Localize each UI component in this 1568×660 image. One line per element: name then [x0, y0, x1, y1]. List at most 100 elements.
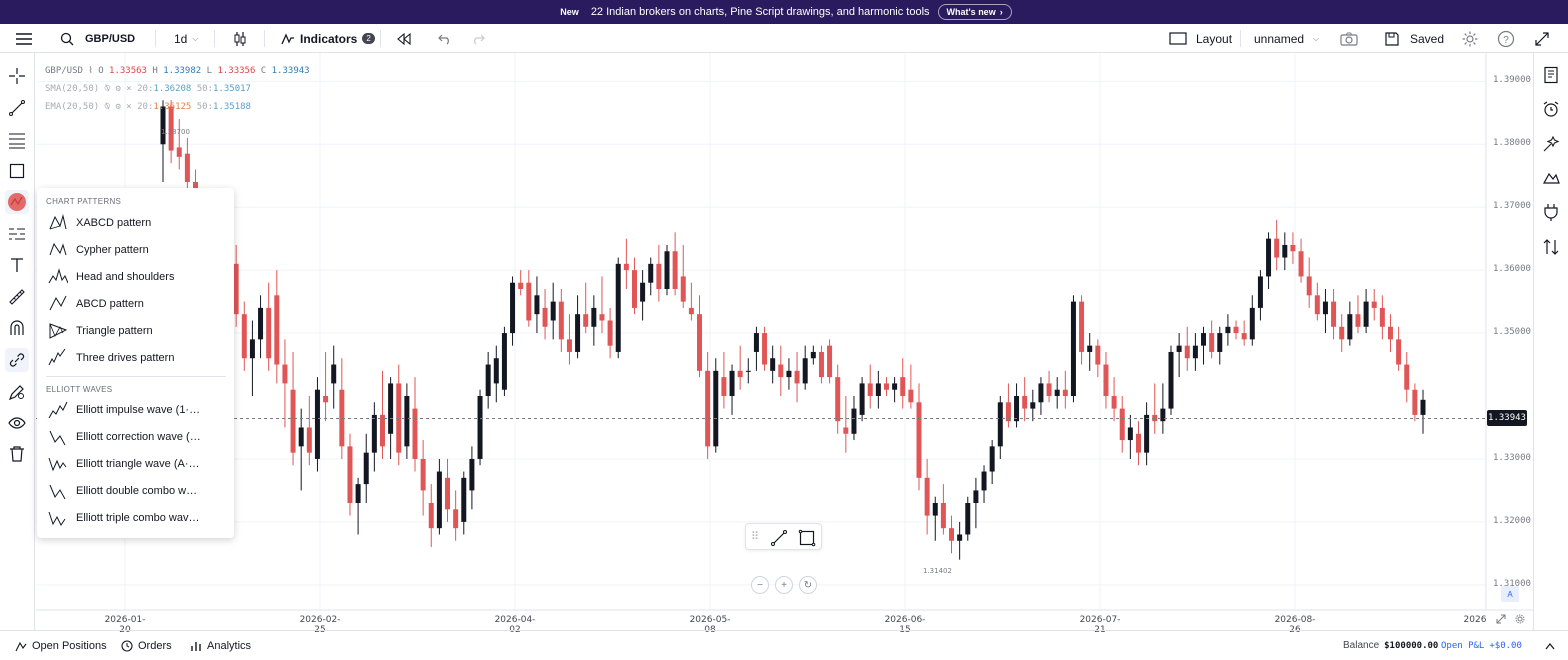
sma-settings-icon[interactable]: ⚙ — [115, 84, 121, 94]
redo-button[interactable] — [471, 24, 485, 53]
candle — [542, 289, 548, 340]
candlestick-chart[interactable] — [36, 53, 1533, 630]
candle — [753, 326, 759, 371]
redo-icon — [474, 34, 485, 44]
fib-tool[interactable] — [5, 128, 29, 152]
ema-legend[interactable]: EMA(20,50) ⍉ ⚙ × 20:1.36125 50:1.35188 — [45, 102, 251, 112]
save-button[interactable]: Saved — [1384, 24, 1444, 53]
menu-item-xabcd[interactable]: XABCD pattern — [37, 210, 234, 236]
remove-drawings-tool[interactable] — [5, 442, 29, 466]
menu-item-elliott-correction[interactable]: Elliott correction wave (A·B·C) — [37, 424, 234, 450]
candle-body — [282, 364, 288, 384]
settings-button[interactable] — [1461, 24, 1479, 53]
undo-button[interactable] — [438, 24, 452, 53]
alarm-clock-icon — [1543, 101, 1559, 117]
candle — [1030, 389, 1036, 422]
ideas-button[interactable] — [1540, 133, 1562, 155]
open-positions-tab[interactable]: Open Positions — [15, 631, 107, 660]
candle — [1192, 333, 1198, 371]
candle-body — [1127, 427, 1133, 441]
candle — [485, 351, 491, 409]
reset-zoom-button[interactable]: ↻ — [799, 576, 817, 594]
candle — [306, 396, 312, 466]
object-tree-button[interactable] — [1540, 167, 1562, 189]
menu-item-head-shoulders[interactable]: Head and shoulders — [37, 264, 234, 290]
menu-button[interactable] — [15, 24, 33, 53]
auto-scale-label: A — [1507, 589, 1513, 599]
symbol-search[interactable]: GBP/USD — [60, 24, 135, 53]
candle — [1184, 326, 1190, 371]
indicators-button[interactable]: Indicators 2 — [281, 24, 375, 53]
gear-icon[interactable] — [1515, 614, 1525, 624]
crosshair-tool[interactable] — [5, 64, 29, 88]
magnet-tool[interactable] — [5, 316, 29, 340]
patterns-tool[interactable] — [5, 190, 29, 214]
text-tool[interactable] — [5, 253, 29, 277]
layout-name: unnamed — [1254, 31, 1305, 46]
candle — [249, 320, 255, 397]
analytics-tab[interactable]: Analytics — [190, 631, 251, 660]
menu-item-elliott-triple-combo[interactable]: Elliott triple combo wave (W·X·Y·X·Z) — [37, 505, 234, 531]
chart-area[interactable] — [36, 53, 1533, 630]
menu-item-three-drives[interactable]: Three drives pattern — [37, 345, 234, 371]
candle — [875, 370, 881, 409]
collapse-panel-button[interactable] — [1545, 631, 1555, 660]
trend-line-icon[interactable] — [770, 529, 788, 547]
candle-body — [810, 351, 816, 359]
connections-button[interactable] — [1540, 201, 1562, 223]
candle-body — [1160, 408, 1166, 422]
sma-legend[interactable]: SMA(20,50) ⍉ ⚙ × 20:1.36208 50:1.35017 — [45, 84, 251, 94]
sma-remove-icon[interactable]: × — [126, 84, 132, 94]
zoom-out-button[interactable]: − — [751, 576, 769, 594]
layout-button[interactable]: Layout — [1169, 24, 1232, 53]
menu-item-elliott-double-combo[interactable]: Elliott double combo wave (W·X·Y) — [37, 478, 234, 504]
auto-scale-button[interactable]: A — [1501, 586, 1519, 602]
legend-chart-icon: ⌇ — [88, 66, 93, 76]
whats-new-button[interactable]: What's new › — [937, 4, 1012, 20]
ema-settings-icon[interactable]: ⚙ — [115, 102, 121, 112]
expand-axis-icon[interactable] — [1496, 614, 1506, 624]
candle — [420, 440, 426, 516]
open-pnl-display: Open P&L +$0.00 — [1441, 631, 1522, 660]
menu-item-elliott-impulse[interactable]: Elliott impulse wave (1·2·3·4·5) — [37, 397, 234, 423]
snapshot-button[interactable] — [1340, 24, 1358, 53]
sma-hide-icon[interactable]: ⍉ — [104, 84, 111, 94]
open-positions-label: Open Positions — [32, 639, 107, 652]
chart-type-button[interactable] — [232, 24, 248, 53]
drag-handle-icon[interactable]: ⠿ — [751, 531, 760, 543]
layout-name-selector[interactable]: unnamed ⌵ — [1254, 24, 1319, 53]
candle-body — [623, 263, 629, 271]
save-icon — [1385, 31, 1399, 46]
lock-tool[interactable] — [5, 348, 29, 372]
menu-item-triangle[interactable]: Triangle pattern — [37, 318, 234, 344]
shapes-tool[interactable] — [5, 159, 29, 183]
forecast-tool[interactable] — [5, 222, 29, 246]
head-shoulders-icon — [48, 268, 68, 284]
candle — [233, 244, 239, 327]
ema-remove-icon[interactable]: × — [126, 102, 132, 112]
interval-selector[interactable]: 1d ⌵ — [174, 24, 198, 53]
rectangle-icon[interactable] — [798, 529, 816, 547]
replay-button[interactable] — [396, 24, 412, 53]
menu-item-elliott-triangle[interactable]: Elliott triangle wave (A·B·C·D·E) — [37, 451, 234, 477]
menu-item-cypher[interactable]: Cypher pattern — [37, 237, 234, 263]
help-button[interactable]: ? — [1497, 24, 1515, 53]
orders-tab[interactable]: Orders — [121, 631, 172, 660]
trading-panel-button[interactable] — [1540, 236, 1562, 258]
watchlist-button[interactable] — [1540, 64, 1562, 86]
visibility-tool[interactable] — [5, 411, 29, 435]
candle-body — [1119, 408, 1125, 441]
trend-line-tool[interactable] — [5, 96, 29, 120]
candle — [518, 270, 524, 296]
ema-hide-icon[interactable]: ⍉ — [104, 102, 111, 112]
measure-tool[interactable] — [5, 285, 29, 309]
drawing-settings-tool[interactable] — [5, 380, 29, 404]
refresh-icon: ↻ — [803, 579, 813, 591]
price-tick-label: 1.37000 — [1493, 201, 1531, 212]
menu-item-abcd[interactable]: ABCD pattern — [37, 291, 234, 317]
candle-body — [1331, 301, 1337, 327]
zoom-in-button[interactable]: + — [775, 576, 793, 594]
candle-body — [1168, 351, 1174, 409]
fullscreen-button[interactable] — [1535, 24, 1549, 53]
alerts-button[interactable] — [1540, 98, 1562, 120]
